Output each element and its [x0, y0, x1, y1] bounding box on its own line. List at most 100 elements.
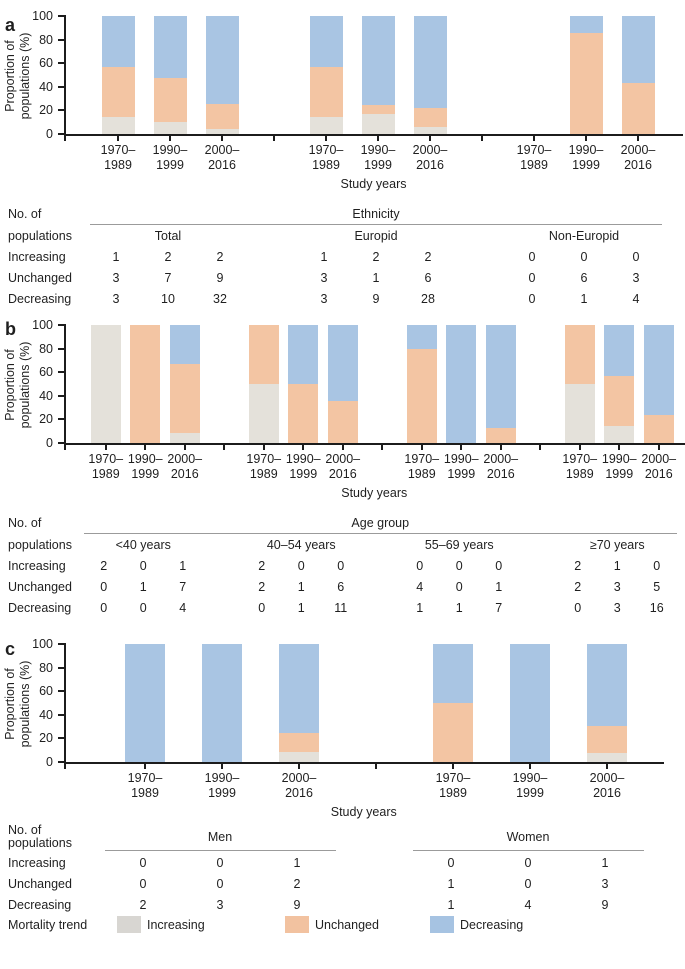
table-row-label: Decreasing	[8, 897, 72, 912]
group-gap	[248, 16, 300, 141]
x-tick-label-line: 1989	[104, 158, 132, 172]
table-row-label: populations	[8, 538, 72, 552]
count-cell: 3	[613, 600, 621, 615]
panel-letter-a: a	[5, 15, 16, 35]
x-tick-label-line: 1999	[364, 158, 392, 172]
count-cell: 1	[447, 897, 455, 912]
count-cell: 0	[574, 600, 582, 615]
y-tick-mark	[58, 371, 66, 374]
x-tick-label-line: 1970–	[404, 452, 440, 466]
x-tick-mark	[452, 764, 454, 769]
table-rule	[104, 850, 336, 851]
count-cell: 2	[293, 876, 301, 891]
x-tick-label-line: 1999	[208, 786, 236, 800]
bar-segment-increasing	[205, 128, 239, 134]
x-tick-label: 2000– 2016	[621, 143, 656, 173]
count-cell: 6	[337, 579, 345, 594]
mortality-trend-legend: Mortality trend Increasing Unchanged Dec…	[0, 915, 685, 934]
y-tick-mark	[58, 761, 66, 763]
bar-segment-unchanged	[433, 703, 473, 762]
table-row-label: Increasing	[8, 558, 66, 573]
panel-letter-c: c	[5, 639, 16, 659]
bar-segment-unchanged	[309, 66, 343, 118]
legend-item-decreasing: Decreasing	[430, 916, 523, 933]
count-cell: 6	[580, 270, 588, 285]
x-tick-mark	[117, 136, 119, 141]
count-cell: 2	[574, 558, 582, 573]
bar-slot: 1990– 1999	[126, 325, 166, 481]
bar-slot: 2000– 2016	[569, 644, 646, 800]
y-tick-label: 40	[39, 79, 53, 94]
bar-segment-increasing	[248, 384, 279, 443]
x-tick-mark	[221, 764, 223, 769]
legend-title: Mortality trend	[8, 917, 88, 932]
y-tick-mark	[58, 324, 66, 326]
count-cell: 4	[179, 600, 187, 615]
count-cell: 2	[258, 579, 266, 594]
table-header-row: No. of populations Men Women	[0, 824, 685, 850]
count-cell: 2	[258, 558, 266, 573]
x-tick-label: 1970– 1989	[246, 452, 281, 482]
bar-slot: 1990– 1999	[352, 16, 404, 172]
x-tick-label: 1970– 1989	[404, 452, 439, 482]
count-cell: 2	[574, 579, 582, 594]
count-cell: 3	[613, 579, 621, 594]
bar-segment-decreasing	[510, 644, 550, 762]
y-tick-label: 80	[39, 32, 53, 47]
bar-slot: 1970– 1989	[402, 325, 442, 481]
x-tick-label-line: 1989	[249, 467, 278, 481]
y-tick-label: 60	[39, 56, 53, 71]
count-cell: 0	[528, 291, 536, 306]
x-tick-label-line: 1989	[407, 467, 436, 481]
bar-segment-decreasing	[327, 325, 358, 402]
stacked-bar	[446, 325, 477, 443]
table-row-label: No. of	[8, 207, 42, 221]
stacked-bar	[485, 325, 516, 443]
count-cell: 2	[424, 249, 432, 264]
y-tick-label: 0	[46, 127, 53, 141]
x-axis-origin-tick	[64, 136, 66, 141]
bar-segment-unchanged	[361, 104, 395, 115]
plot-wrap: 1970– 1989 1990– 1999 2000– 2016 1970– 1989 1990…	[58, 324, 685, 501]
y-tick-label: 20	[39, 103, 53, 118]
count-cell: 2	[372, 249, 380, 264]
count-cell: 7	[179, 579, 187, 594]
x-tick-mark	[429, 136, 431, 141]
table-rule-row	[0, 224, 685, 226]
y-axis-title-area: Proportion of populations (%)	[0, 644, 36, 764]
table-group-row: populations Total Europid Non-Europid	[0, 226, 685, 246]
y-tick-mark	[58, 418, 66, 421]
y-tick-mark	[58, 394, 66, 397]
bar-segment-increasing	[279, 752, 319, 762]
count-cell: 9	[372, 291, 380, 306]
stacked-bar	[604, 325, 635, 443]
table-group-name: Non-Europid	[548, 229, 620, 243]
bar-segment-decreasing	[413, 16, 447, 108]
x-tick-label-line: 2016	[208, 158, 236, 172]
chart-b: Proportion of populations (%) 100 80 60 40 20…	[0, 318, 685, 501]
y-axis-tick-labels: 100 80 60 40 20 0	[32, 9, 64, 141]
bar-segment-unchanged	[406, 348, 437, 443]
bar-segment-decreasing	[202, 644, 242, 762]
bar-segment-decreasing	[125, 644, 165, 762]
bar-segment-unchanged	[643, 414, 674, 443]
count-cell: 0	[297, 558, 305, 573]
bar-segment-decreasing	[279, 644, 319, 733]
count-cell: 0	[632, 249, 640, 264]
bar-slot: 2000– 2016	[612, 16, 664, 172]
count-cell: 11	[334, 600, 348, 615]
bar-slot: 1990– 1999	[144, 16, 196, 172]
count-cell: 28	[421, 291, 435, 306]
bar-segment-decreasing	[446, 325, 477, 443]
legend-label: Unchanged	[315, 917, 379, 932]
x-axis-title: Study years	[341, 486, 408, 500]
y-tick-mark	[58, 713, 66, 716]
stacked-bar	[510, 644, 550, 762]
x-tick-label-line: 1990–	[568, 143, 604, 157]
table-rule	[84, 533, 677, 534]
table-span-header: Age group	[351, 516, 410, 530]
x-tick-label-line: 2000–	[589, 771, 625, 785]
x-tick-mark	[499, 445, 502, 450]
x-tick-label: 2000– 2016	[590, 771, 625, 801]
y-tick-mark	[58, 737, 66, 740]
